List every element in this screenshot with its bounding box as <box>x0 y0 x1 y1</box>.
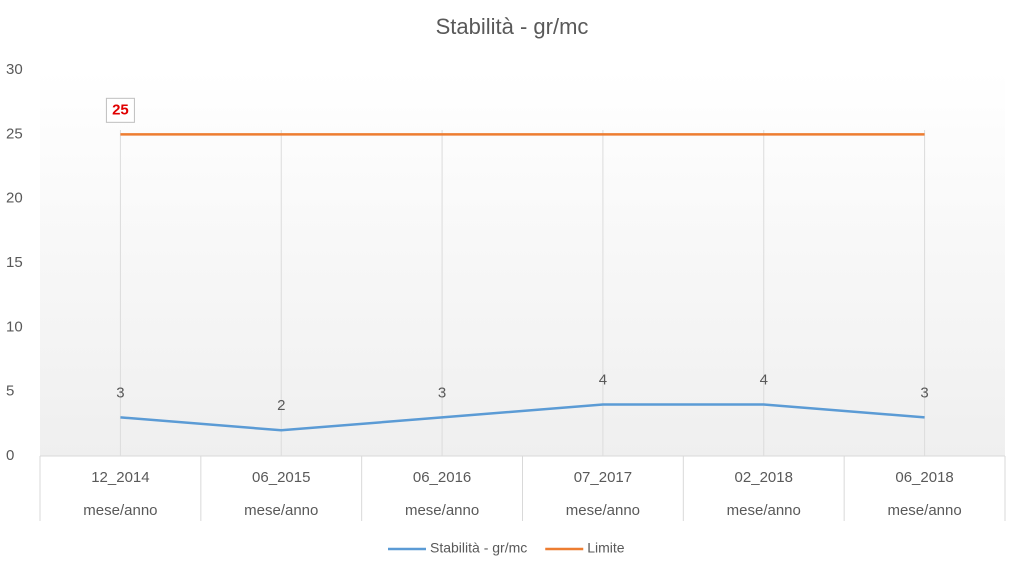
y-tick-label: 20 <box>6 190 23 207</box>
data-label: 4 <box>760 372 768 389</box>
data-label: 4 <box>599 372 607 389</box>
x-tick-label: 06_2015 <box>252 469 310 486</box>
data-label: 3 <box>116 384 124 401</box>
x-tick-sublabel: mese/anno <box>887 502 961 519</box>
x-tick-sublabel: mese/anno <box>244 502 318 519</box>
x-tick-label: 06_2018 <box>895 469 953 486</box>
data-label: 3 <box>438 384 446 401</box>
legend-label: Limite <box>587 540 625 556</box>
y-tick-label: 5 <box>6 383 14 400</box>
data-label: 3 <box>920 384 928 401</box>
data-label: 25 <box>112 101 129 118</box>
data-label: 2 <box>277 397 285 414</box>
y-tick-label: 30 <box>6 61 23 78</box>
x-tick-label: 06_2016 <box>413 469 471 486</box>
plot-area <box>40 70 1005 456</box>
series-line <box>120 403 925 432</box>
y-tick-label: 25 <box>6 125 23 142</box>
data-label-box <box>105 97 135 123</box>
x-tick-label: 07_2017 <box>574 469 632 486</box>
chart-title: Stabilità - gr/mc <box>436 14 589 39</box>
x-tick-sublabel: mese/anno <box>727 502 801 519</box>
x-tick-label: 12_2014 <box>91 469 149 486</box>
x-tick-sublabel: mese/anno <box>83 502 157 519</box>
legend-label: Stabilità - gr/mc <box>430 540 527 556</box>
x-tick-label: 02_2018 <box>735 469 793 486</box>
x-tick-sublabel: mese/anno <box>405 502 479 519</box>
y-tick-label: 0 <box>6 447 14 464</box>
y-tick-label: 15 <box>6 254 23 271</box>
x-tick-sublabel: mese/anno <box>566 502 640 519</box>
y-tick-label: 10 <box>6 318 23 335</box>
